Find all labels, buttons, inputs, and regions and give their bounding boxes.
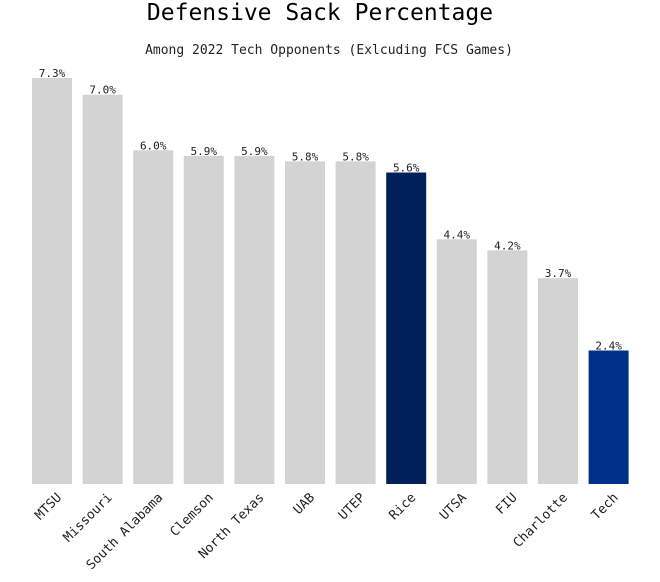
value-label-utep: 5.8%	[342, 150, 369, 163]
bar-uab	[285, 161, 325, 484]
tick-label-utsa: UTSA	[437, 490, 470, 523]
bar-utep	[335, 161, 376, 484]
bar-missouri	[82, 94, 123, 484]
bar-mtsu	[32, 78, 72, 484]
bars-group	[32, 78, 629, 485]
tick-label-clemson: Clemson	[167, 490, 216, 539]
value-label-charlotte: 3.7%	[545, 267, 572, 280]
value-label-tech: 2.4%	[595, 340, 622, 353]
bar-south-alabama	[133, 150, 174, 485]
tick-label-uab: UAB	[291, 490, 318, 517]
value-label-mtsu: 7.3%	[39, 67, 66, 80]
chart-title: Defensive Sack Percentage	[147, 0, 493, 26]
value-label-missouri: 7.0%	[89, 84, 116, 97]
bar-clemson	[183, 155, 224, 484]
tick-label-missouri: Missouri	[61, 490, 116, 545]
value-label-north-texas: 5.9%	[241, 145, 268, 158]
tick-label-mtsu: MTSU	[32, 490, 65, 523]
value-labels-group: 7.3% 7.0% 6.0% 5.9% 5.9% 5.8% 5.8% 5.6% 4.4% 4.2%…	[39, 67, 622, 353]
chart-subtitle: Among 2022 Tech Opponents (Exlcuding FCS…	[145, 43, 513, 58]
value-label-uab: 5.8%	[292, 150, 319, 163]
bar-rice	[386, 172, 427, 484]
value-label-fiu: 4.2%	[494, 239, 521, 252]
tick-label-fiu: FIU	[493, 490, 520, 517]
tick-label-tech: Tech	[589, 490, 622, 523]
value-label-clemson: 5.9%	[191, 145, 218, 158]
bar-charlotte	[538, 278, 578, 484]
tick-label-charlotte: Charlotte	[511, 490, 572, 551]
bar-tech	[588, 350, 629, 484]
tick-label-rice: Rice	[387, 490, 420, 523]
bar-north-texas	[234, 155, 275, 484]
value-label-rice: 5.6%	[393, 162, 420, 175]
value-label-utsa: 4.4%	[444, 228, 471, 241]
tick-label-utep: UTEP	[336, 490, 369, 523]
bar-fiu	[487, 250, 528, 484]
bar-utsa	[436, 239, 477, 484]
value-label-south-alabama: 6.0%	[140, 139, 167, 152]
